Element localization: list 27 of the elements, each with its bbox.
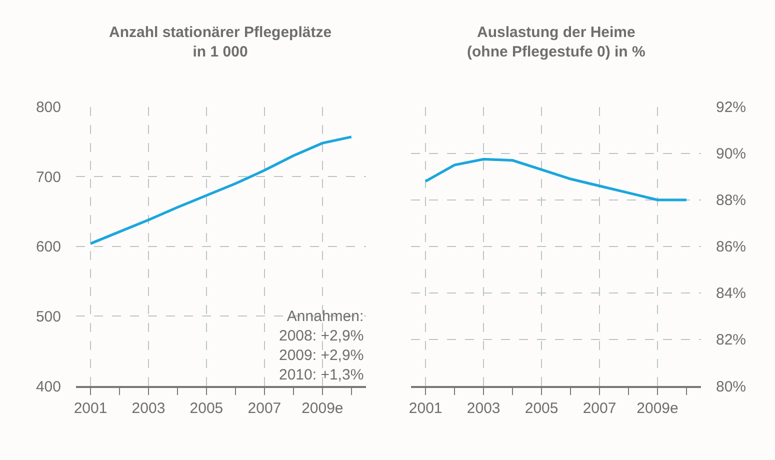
x-tick-label: 2009e (302, 400, 344, 417)
x-tick-label: 2009e (636, 400, 678, 417)
x-tick-label: 2005 (524, 400, 558, 417)
x-tick-label: 2001 (408, 400, 442, 417)
x-tick-label: 2005 (190, 400, 224, 417)
y-tick-label: 84% (716, 285, 746, 302)
x-tick-label: 2007 (248, 400, 282, 417)
y-tick-label: 800 (36, 99, 62, 116)
y-tick-label: 80% (716, 378, 746, 396)
y-tick-label: 500 (36, 308, 62, 326)
x-tick-label: 2003 (466, 400, 500, 417)
y-tick-label: 92% (716, 99, 746, 116)
x-tick-label: 2003 (132, 400, 166, 417)
line-series (424, 158, 688, 202)
annotation: Annahmen: 2008: +2,9% 2009: +2,9% 2010: +1,3% (279, 308, 364, 384)
y-tick-label: 90% (716, 146, 746, 163)
line-series (89, 136, 353, 245)
x-tick-label: 2001 (74, 400, 108, 417)
y-tick-label: 82% (716, 332, 746, 349)
chart-title: Anzahl stationärer Pflegeplätze in 1 000 (109, 24, 332, 60)
y-tick-label: 700 (36, 168, 62, 186)
chart-title: Auslastung der Heime (ohne Pflegestufe 0) in % (467, 24, 646, 60)
y-tick-label: 400 (36, 378, 62, 396)
y-tick-label: 86% (716, 238, 746, 256)
x-tick-label: 2007 (582, 400, 616, 417)
y-tick-label: 88% (716, 192, 746, 210)
y-tick-label: 600 (36, 238, 62, 256)
